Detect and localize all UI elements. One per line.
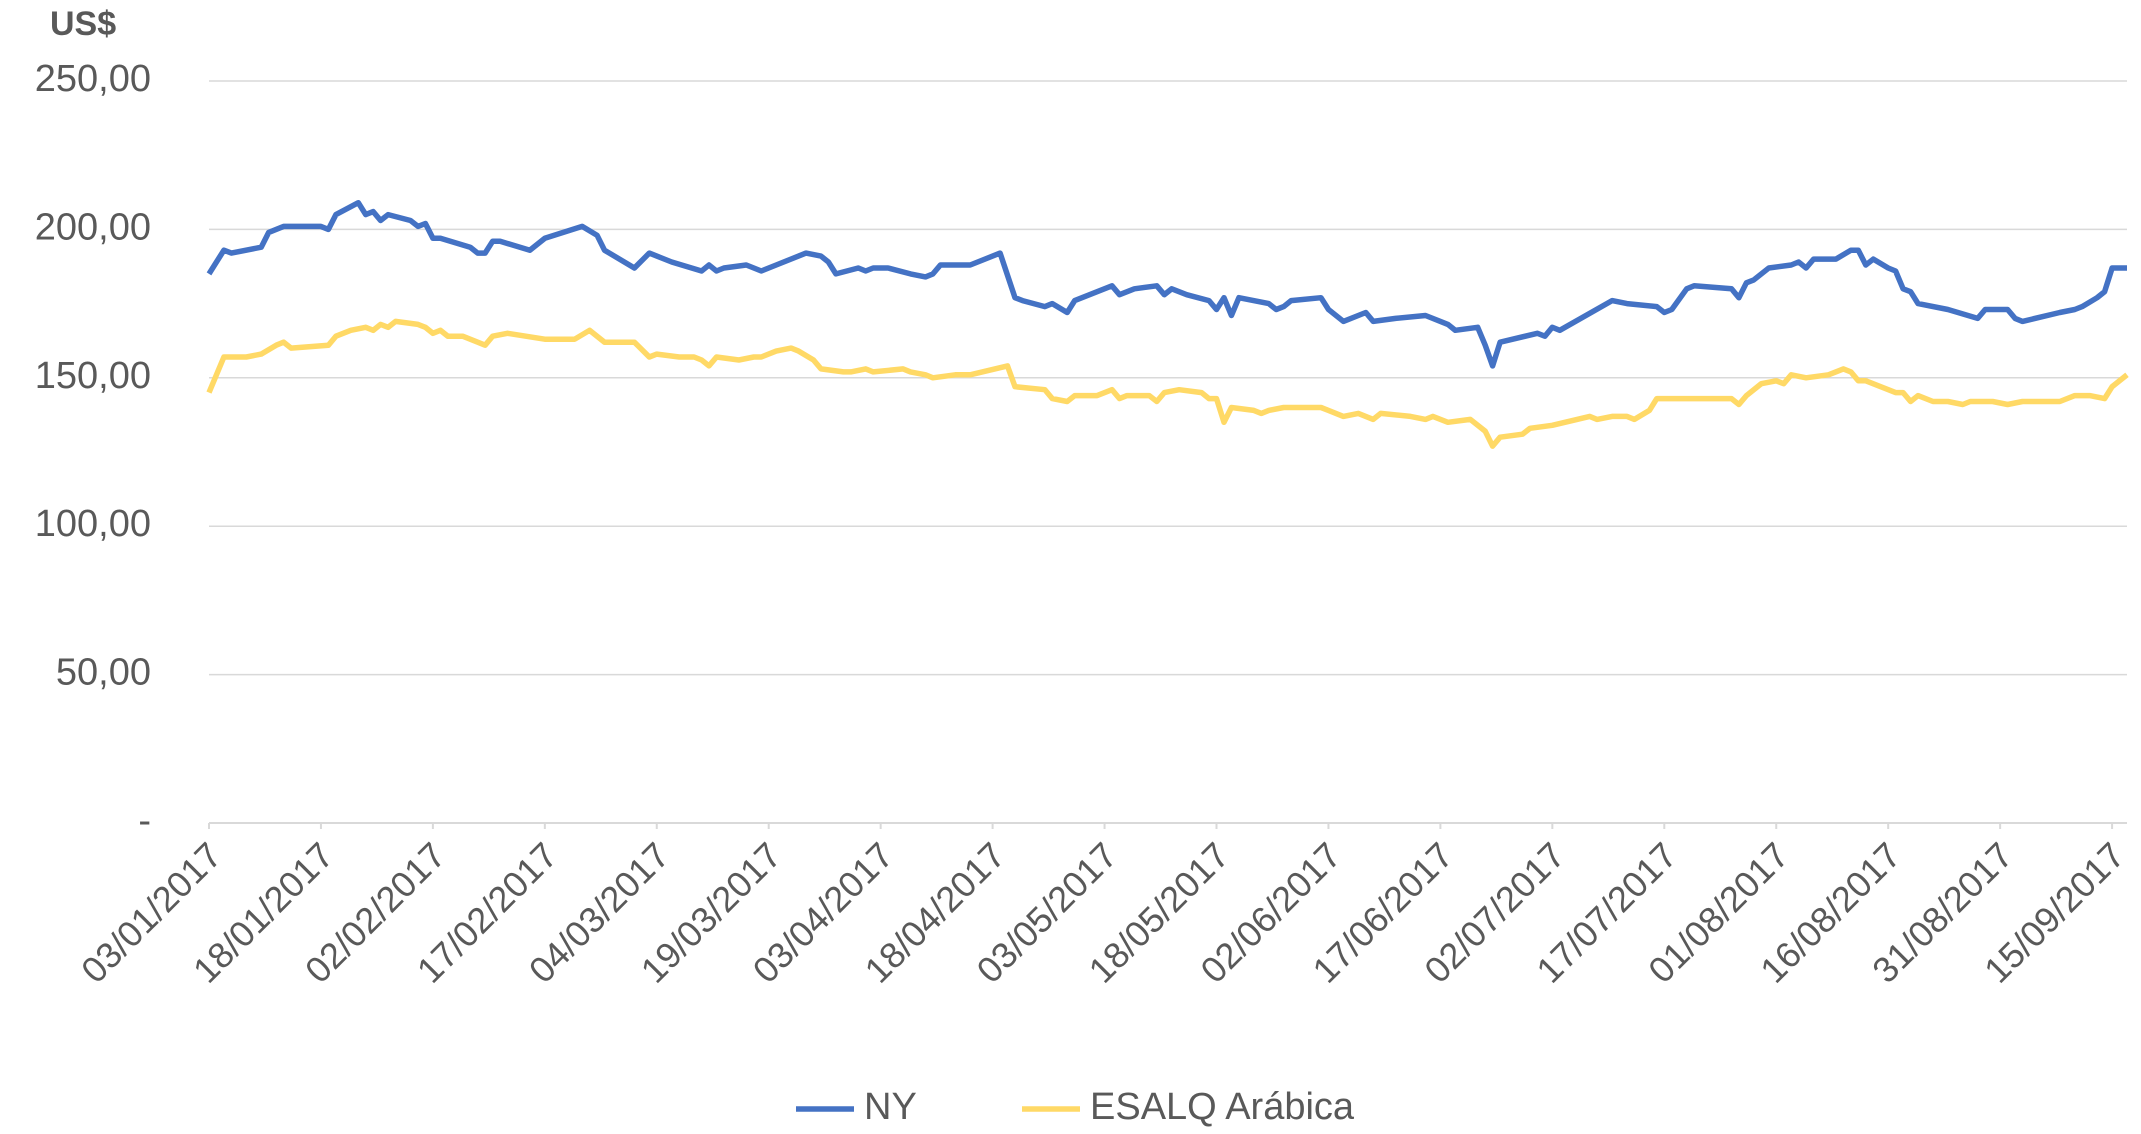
line-series: [206, 318, 2129, 449]
line-series: [206, 199, 2127, 369]
y-tick-label: 150,00: [35, 355, 151, 397]
legend-label: NY: [864, 1086, 917, 1128]
y-tick-label: 100,00: [35, 503, 151, 545]
y-tick-label: 200,00: [35, 206, 151, 248]
y-tick-label: 50,00: [56, 652, 151, 694]
y-tick-label: 250,00: [35, 58, 151, 100]
y-axis-title: US$: [50, 5, 116, 43]
legend-label: ESALQ Arábica: [1090, 1086, 1355, 1128]
y-tick-label: -: [138, 800, 151, 842]
